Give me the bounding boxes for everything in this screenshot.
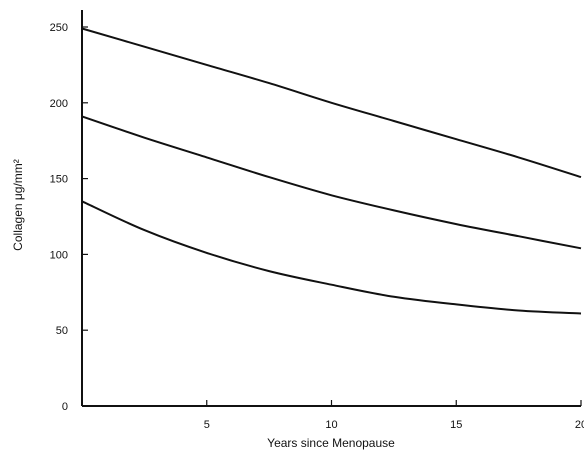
x-tick-label: 5	[204, 419, 210, 431]
y-tick-label: 50	[56, 325, 68, 337]
y-tick-label: 200	[50, 98, 68, 110]
series-line-1	[81, 27, 582, 179]
series-layer	[81, 27, 582, 315]
x-tick-label: 10	[325, 419, 337, 431]
x-axis-title: Years since Menopause	[267, 436, 395, 450]
y-tick-label: 0	[62, 401, 68, 413]
series-line-3	[81, 200, 582, 315]
y-ticks: 0 50 100 150 200 250	[50, 22, 88, 413]
y-tick-label: 150	[50, 174, 68, 186]
series-line-2	[81, 115, 582, 250]
x-tick-label: 15	[450, 419, 462, 431]
x-tick-label: 20	[575, 419, 584, 431]
y-tick-label: 250	[50, 22, 68, 34]
y-axis-title: Collagen μg/mm²	[11, 159, 25, 251]
y-tick-label: 100	[50, 249, 68, 261]
x-ticks: 5 10 15 20	[204, 400, 584, 431]
